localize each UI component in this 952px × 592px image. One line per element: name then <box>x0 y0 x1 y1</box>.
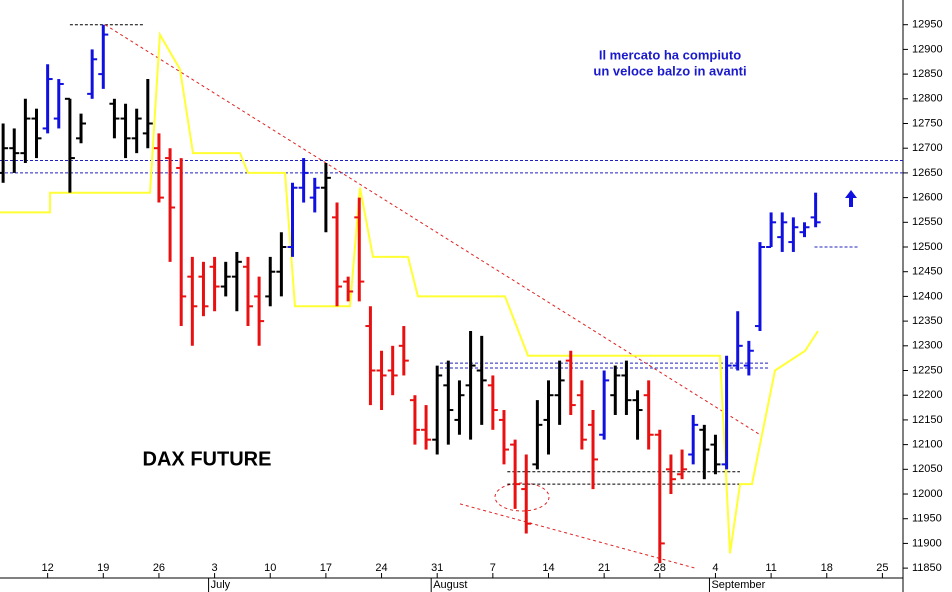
annotation: un veloce balzo in avanti <box>593 63 746 78</box>
x-tick-label: 10 <box>264 562 276 574</box>
x-tick-label: 25 <box>876 562 888 574</box>
y-tick-label: 12000 <box>912 488 943 500</box>
y-tick-label: 12300 <box>912 340 943 352</box>
x-tick-label: 24 <box>375 562 387 574</box>
y-tick-label: 12150 <box>912 414 943 426</box>
x-tick-label: 3 <box>212 562 218 574</box>
y-tick-label: 12650 <box>912 167 943 179</box>
y-tick-label: 12900 <box>912 43 943 55</box>
y-tick-label: 11900 <box>912 537 942 549</box>
y-tick-label: 12050 <box>912 463 943 475</box>
trendline <box>459 503 696 569</box>
month-label: September <box>711 579 765 591</box>
y-tick-label: 12450 <box>912 266 943 278</box>
y-tick-label: 12850 <box>912 68 943 80</box>
x-tick-label: 18 <box>821 562 833 574</box>
y-tick-label: 12750 <box>912 117 943 129</box>
indicator-line <box>0 31 819 554</box>
x-tick-label: 14 <box>542 562 554 574</box>
x-tick-label: 31 <box>431 562 443 574</box>
annotation: Il mercato ha compiuto <box>599 47 741 62</box>
x-tick-label: 7 <box>490 562 496 574</box>
month-label: August <box>433 579 467 591</box>
y-tick-label: 12500 <box>912 241 943 253</box>
y-tick-label: 12950 <box>912 19 943 31</box>
highlight-ellipse <box>494 482 550 512</box>
y-tick-label: 11850 <box>912 562 942 574</box>
y-tick-label: 12100 <box>912 439 943 451</box>
trendline <box>104 24 761 436</box>
x-tick-label: 19 <box>97 562 109 574</box>
up-arrow <box>845 190 857 207</box>
x-tick-label: 17 <box>320 562 332 574</box>
y-tick-label: 12600 <box>912 192 943 204</box>
chart-title: DAX FUTURE <box>143 448 272 470</box>
x-tick-label: 21 <box>598 562 610 574</box>
y-tick-label: 11950 <box>912 513 942 525</box>
month-label: July <box>211 579 231 591</box>
y-tick-label: 12550 <box>912 216 943 228</box>
y-tick-label: 12250 <box>912 364 943 376</box>
y-tick-label: 12700 <box>912 142 943 154</box>
y-tick-label: 12800 <box>912 93 943 105</box>
x-tick-label: 12 <box>42 562 54 574</box>
x-tick-label: 26 <box>153 562 165 574</box>
x-tick-label: 4 <box>712 562 718 574</box>
x-tick-label: 11 <box>765 562 776 574</box>
y-tick-label: 12350 <box>912 315 943 327</box>
x-tick-label: 28 <box>654 562 666 574</box>
y-tick-label: 12200 <box>912 389 943 401</box>
y-tick-label: 12400 <box>912 290 943 302</box>
